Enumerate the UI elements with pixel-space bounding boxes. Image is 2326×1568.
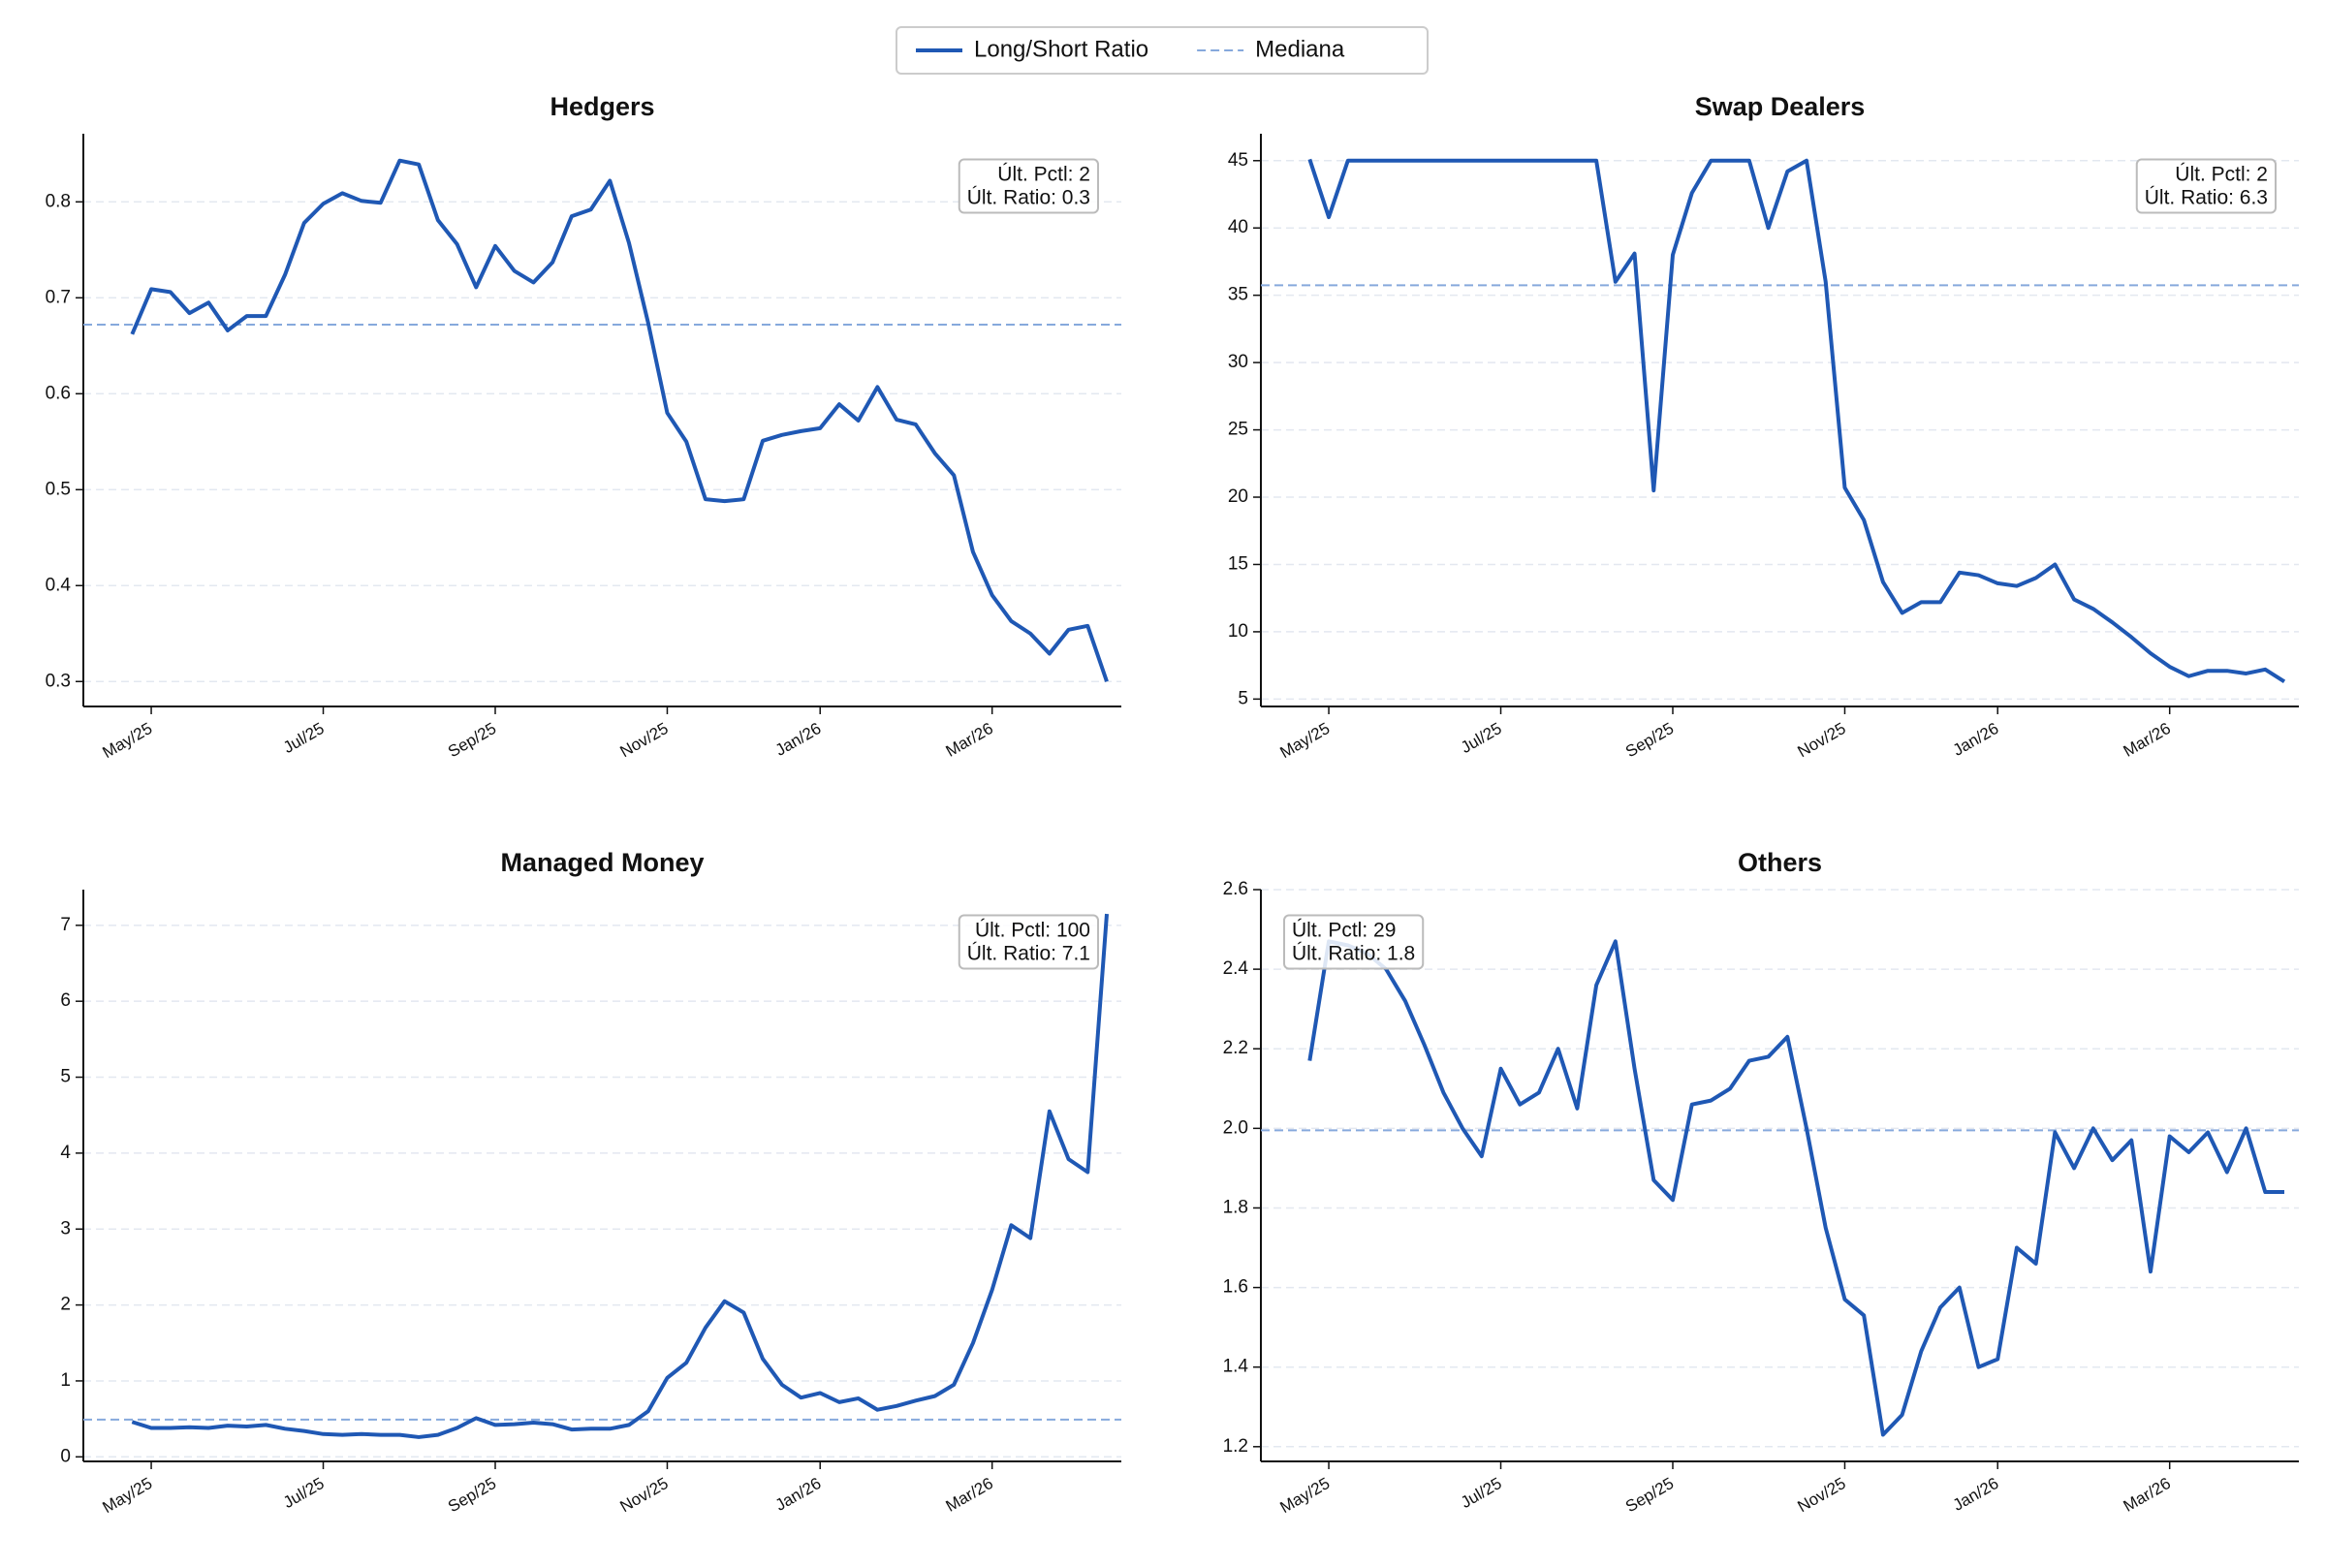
series-line <box>1307 939 2285 1437</box>
y-tick-label: 0 <box>60 1446 71 1466</box>
y-tick-label: 45 <box>1228 150 1248 171</box>
annotation-box <box>1283 914 1425 970</box>
y-tick-label: 1.6 <box>1223 1277 1248 1298</box>
y-tick-label: 0.8 <box>46 191 71 211</box>
y-tick-label: 35 <box>1228 285 1248 305</box>
annotation-text: Últ. Ratio: 1.8 <box>1292 943 1415 965</box>
legend-label: Long/Short Ratio <box>974 36 1148 62</box>
chart-title: Hedgers <box>550 92 654 121</box>
y-tick-label: 5 <box>60 1067 71 1087</box>
y-tick-label: 7 <box>60 915 71 935</box>
annotation-text: Últ. Pctl: 2 <box>2175 164 2268 186</box>
chart-title: Others <box>1738 848 1822 877</box>
y-tick-label: 15 <box>1228 553 1248 574</box>
chart-title: Swap Dealers <box>1695 92 1866 121</box>
y-tick-label: 0.4 <box>46 575 72 595</box>
y-tick-label: 2 <box>60 1295 71 1315</box>
y-tick-label: 4 <box>60 1143 71 1163</box>
y-tick-label: 20 <box>1228 486 1248 507</box>
annotation-text: Últ. Ratio: 6.3 <box>2145 187 2268 209</box>
y-tick-label: 1.2 <box>1223 1436 1248 1457</box>
annotation-text: Últ. Pctl: 2 <box>997 164 1090 186</box>
y-tick-label: 2.2 <box>1223 1038 1248 1058</box>
y-tick-label: 0.3 <box>46 671 71 691</box>
y-tick-label: 2.0 <box>1223 1117 1248 1138</box>
legend-label: Mediana <box>1255 36 1345 62</box>
y-tick-label: 40 <box>1228 217 1248 237</box>
annotation-text: Últ. Ratio: 7.1 <box>967 943 1090 965</box>
y-tick-label: 3 <box>60 1218 71 1239</box>
annotation-box <box>958 914 1099 970</box>
annotation-box <box>958 158 1099 214</box>
chart-title: Managed Money <box>500 848 704 877</box>
y-tick-label: 1 <box>60 1370 71 1391</box>
y-tick-label: 2.4 <box>1223 958 1249 979</box>
y-tick-label: 6 <box>60 990 71 1011</box>
series-line <box>130 158 1109 682</box>
y-tick-label: 1.8 <box>1223 1197 1248 1217</box>
y-tick-label: 0.7 <box>46 287 71 307</box>
y-tick-label: 0.6 <box>46 383 71 403</box>
y-tick-label: 25 <box>1228 420 1248 440</box>
y-tick-label: 0.5 <box>46 479 71 499</box>
y-tick-label: 2.6 <box>1223 879 1248 899</box>
series-line <box>131 913 1110 1439</box>
annotation-box <box>2135 158 2277 214</box>
y-tick-label: 1.4 <box>1223 1357 1249 1377</box>
legend-box <box>896 26 1429 75</box>
annotation-text: Últ. Pctl: 100 <box>975 920 1090 942</box>
y-tick-label: 10 <box>1228 621 1248 642</box>
annotation-text: Últ. Ratio: 0.3 <box>967 187 1090 209</box>
y-tick-label: 30 <box>1228 352 1248 372</box>
series-line <box>1307 158 2286 683</box>
y-tick-label: 5 <box>1238 688 1248 708</box>
annotation-text: Últ. Pctl: 29 <box>1292 920 1396 942</box>
